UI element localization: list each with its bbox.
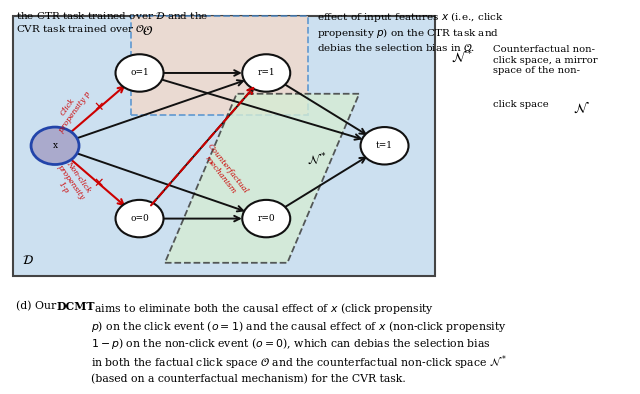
- Text: $\mathcal{O}$: $\mathcal{O}$: [143, 25, 154, 38]
- Text: ✕: ✕: [93, 177, 104, 190]
- Ellipse shape: [243, 200, 291, 237]
- Text: Counterfactual non-
click space, a mirror
space of the non-: Counterfactual non- click space, a mirro…: [493, 45, 597, 75]
- Text: $\mathcal{N}$: $\mathcal{N}$: [573, 100, 589, 116]
- Ellipse shape: [360, 127, 408, 165]
- Text: ✕: ✕: [93, 101, 104, 114]
- Text: $\mathcal{N}^*$: $\mathcal{N}^*$: [307, 151, 327, 167]
- Text: r=0: r=0: [257, 214, 275, 223]
- Text: effect of input features $x$ (i.e., click
propensity $p$) on the CTR task and
de: effect of input features $x$ (i.e., clic…: [317, 10, 504, 53]
- Text: (d) Our: (d) Our: [16, 301, 60, 312]
- Ellipse shape: [243, 54, 291, 92]
- Text: Counterfactual
mechanism: Counterfactual mechanism: [198, 143, 250, 201]
- Text: $\mathcal{D}$: $\mathcal{D}$: [22, 254, 33, 267]
- Ellipse shape: [116, 200, 164, 237]
- Polygon shape: [165, 94, 359, 263]
- Text: x: x: [52, 141, 58, 150]
- Text: the CTR task trained over $\mathcal{D}$ and the
CVR task trained over $\mathcal{: the CTR task trained over $\mathcal{D}$ …: [16, 10, 208, 33]
- Text: t=1: t=1: [376, 141, 393, 150]
- Text: click space: click space: [493, 100, 552, 110]
- Text: Click
propensity p: Click propensity p: [50, 85, 92, 134]
- Text: DCMT: DCMT: [56, 301, 95, 312]
- FancyBboxPatch shape: [13, 16, 435, 276]
- Text: Non-click
propensity
1-p: Non-click propensity 1-p: [49, 158, 94, 206]
- Ellipse shape: [116, 54, 164, 92]
- Text: o=0: o=0: [130, 214, 149, 223]
- Text: $\mathcal{N}^*$: $\mathcal{N}^*$: [451, 47, 473, 65]
- Text: r=1: r=1: [257, 69, 275, 78]
- Text: o=1: o=1: [130, 69, 149, 78]
- Polygon shape: [131, 16, 308, 115]
- Ellipse shape: [31, 127, 79, 165]
- Text: aims to eliminate both the causal effect of $x$ (click propensity
$p$) on the cl: aims to eliminate both the causal effect…: [91, 301, 507, 384]
